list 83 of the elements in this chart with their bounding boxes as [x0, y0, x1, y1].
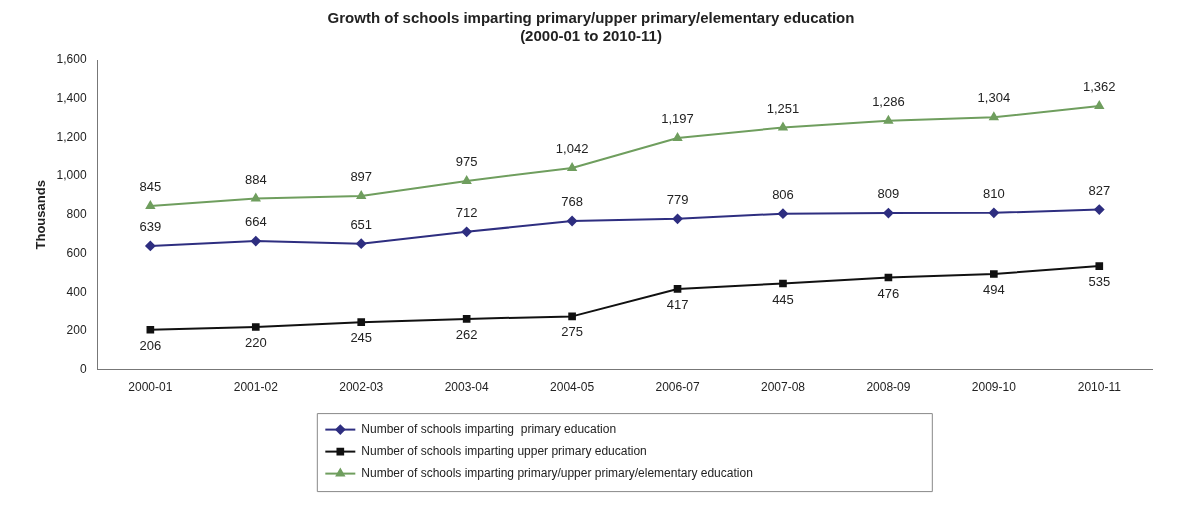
point: [251, 323, 260, 331]
point: [251, 193, 261, 202]
y-tick-label: 800: [66, 207, 87, 222]
point: [461, 226, 472, 237]
data-label: 809: [877, 186, 900, 202]
data-label: 445: [772, 291, 794, 307]
point: [567, 162, 577, 171]
data-label: 417: [666, 296, 689, 312]
x-tick-label: 2004-05: [550, 380, 595, 395]
data-label: 1,286: [872, 93, 905, 109]
point: [989, 112, 999, 121]
y-tick-label: 1,200: [56, 129, 87, 144]
point: [567, 215, 578, 226]
data-label: 884: [244, 171, 267, 187]
data-label: 494: [982, 282, 1005, 298]
point: [146, 325, 155, 334]
x-tick-label: 2002-03: [339, 380, 384, 395]
point: [988, 207, 999, 218]
y-tick-label: 600: [66, 245, 87, 260]
x-tick-label: 2001-02: [233, 380, 279, 395]
y-tick-label: 200: [66, 323, 87, 338]
x-tick-label: 2006-07: [655, 380, 700, 395]
y-axis-title: Thousands: [33, 180, 49, 250]
point: [672, 213, 683, 224]
data-label: 975: [455, 154, 478, 170]
point: [145, 240, 156, 251]
point: [990, 270, 998, 278]
point: [778, 122, 788, 131]
point: [1094, 204, 1105, 215]
point: [357, 318, 366, 327]
y-tick-label: 1,400: [56, 91, 87, 106]
data-label: 1,251: [766, 100, 800, 116]
point: [1094, 101, 1104, 110]
point: [568, 312, 576, 321]
data-label: 1,197: [661, 111, 694, 127]
x-tick-label: 2009-10: [971, 380, 1017, 395]
data-label: 476: [877, 285, 900, 301]
x-tick-label: 2007-08: [760, 380, 806, 395]
data-label: 827: [1088, 182, 1111, 198]
chart-title: Growth of schools imparting primary/upper primary/elementary education (2000-01 to 2010-11): [327, 9, 855, 45]
data-label: 806: [772, 186, 794, 202]
data-label: 768: [561, 194, 583, 210]
y-tick-label: 400: [66, 284, 87, 299]
y-tick-label: 1,600: [56, 52, 87, 67]
point: [145, 201, 155, 210]
point: [462, 315, 471, 323]
data-label: 810: [982, 185, 1005, 201]
legend-label: Number of schools imparting upper primary education: [361, 443, 647, 458]
y-tick-label: 1,000: [56, 168, 87, 183]
data-label: 845: [139, 179, 162, 195]
data-label: 220: [244, 335, 267, 351]
data-label: 712: [455, 204, 478, 220]
legend-label: Number of schools imparting primary education: [361, 421, 617, 436]
point: [356, 191, 366, 200]
data-label: 779: [666, 191, 689, 207]
legend-label: Number of schools imparting primary/upper primary/elementary education: [361, 465, 753, 480]
x-tick-label: 2000-01: [128, 380, 173, 395]
data-label: 1,042: [555, 141, 589, 157]
data-label: 262: [455, 326, 478, 342]
data-label: 275: [561, 324, 583, 340]
x-tick-label: 2008-09: [866, 380, 911, 395]
point: [779, 279, 787, 288]
data-label: 206: [139, 337, 162, 353]
point: [250, 236, 261, 247]
point: [673, 132, 682, 141]
data-label: 1,362: [1083, 79, 1116, 95]
point: [462, 175, 472, 184]
point: [673, 285, 682, 293]
data-label: 245: [350, 330, 373, 346]
point: [777, 208, 788, 219]
point: [1095, 262, 1104, 270]
data-label: 664: [244, 214, 267, 230]
point: [883, 115, 893, 124]
x-tick-label: 2003-04: [444, 380, 489, 395]
x-tick-label: 2010-11: [1077, 380, 1122, 395]
y-tick-label: 0: [79, 361, 87, 376]
data-label: 535: [1088, 274, 1111, 290]
data-label: 651: [350, 216, 373, 232]
data-label: 897: [350, 169, 373, 185]
point: [883, 208, 894, 219]
point: [356, 238, 367, 249]
data-label: 1,304: [977, 90, 1011, 106]
data-label: 639: [139, 219, 162, 235]
